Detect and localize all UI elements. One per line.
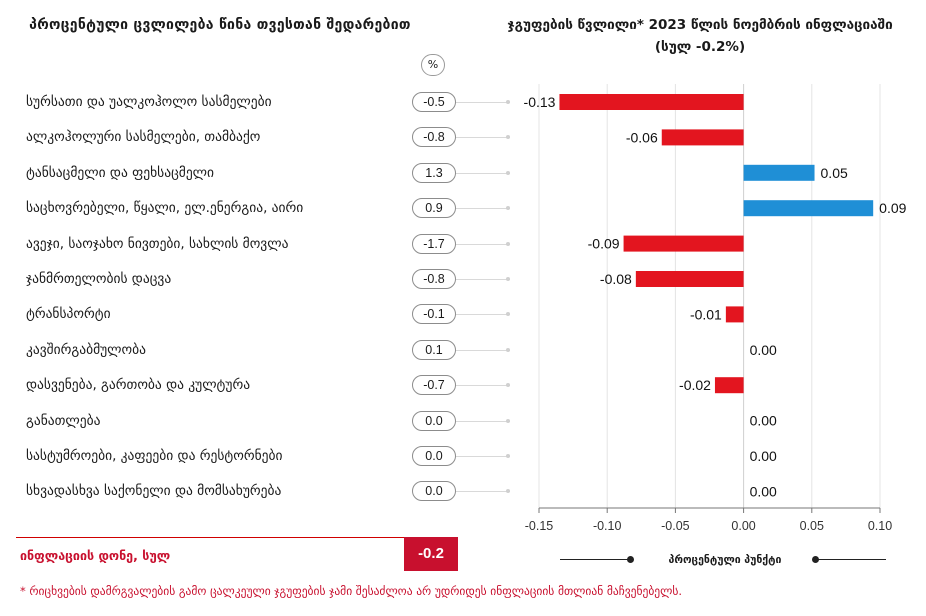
bar-value-label: -0.08 bbox=[600, 271, 632, 287]
category-label: განათლება bbox=[26, 412, 101, 429]
caption-line-right bbox=[816, 559, 886, 560]
left-panel-title: პროცენტული ცვლილება წინა თვესთან შედარებ… bbox=[29, 17, 411, 33]
percent-change-pill: 0.0 bbox=[412, 410, 456, 431]
contribution-bar bbox=[559, 94, 744, 110]
percent-change-pill: 0.9 bbox=[412, 198, 456, 219]
percent-change-pill: -0.5 bbox=[412, 92, 456, 112]
row-leader-line bbox=[456, 420, 510, 422]
row-leader-dot bbox=[506, 489, 510, 494]
x-tick-label: 0.00 bbox=[731, 519, 755, 533]
category-label: სასტუმროები, კაფეები და რესტორნები bbox=[26, 448, 283, 464]
chart-title: ჯგუფების წვლილი* 2023 წლის ნოემბრის ინფლ… bbox=[507, 17, 893, 55]
bar-value-label: -0.09 bbox=[588, 236, 620, 252]
row-leader-dot bbox=[506, 135, 510, 140]
row-leader-line bbox=[456, 208, 510, 210]
bar-value-label: -0.02 bbox=[679, 377, 711, 393]
x-axis-label: პროცენტული პუნქტი bbox=[668, 554, 782, 566]
category-label: ალკოჰოლური სასმელები, თამბაქო bbox=[26, 129, 261, 146]
row-leader-dot bbox=[506, 383, 510, 388]
contribution-bar bbox=[743, 200, 874, 217]
category-label: კავშირგაბმულობა bbox=[26, 341, 147, 358]
row-leader-line bbox=[456, 349, 510, 351]
row-leader-line bbox=[456, 314, 510, 316]
category-label: ავეჯი, საოჯახო ნივთები, სახლის მოვლა bbox=[26, 235, 289, 252]
caption-dot-right bbox=[812, 556, 819, 563]
contribution-bar bbox=[714, 377, 744, 394]
bar-value-label: 0.00 bbox=[750, 483, 777, 499]
row-leader-dot bbox=[506, 418, 510, 423]
footnote: * რიცხვების დამრგვალების გამო ცალკეული ჯ… bbox=[20, 584, 683, 598]
contribution-bar bbox=[661, 129, 744, 146]
category-label: ტრანსპორტი bbox=[26, 306, 111, 323]
row-leader-dot bbox=[506, 277, 510, 281]
total-inflation-label: ინფლაციის დონე, სულ bbox=[20, 548, 171, 563]
caption-line-left bbox=[560, 559, 630, 560]
bar-value-label: 0.09 bbox=[879, 200, 906, 216]
row-leader-line bbox=[456, 456, 510, 457]
bar-value-label: 0.00 bbox=[750, 448, 777, 464]
percent-change-pill: 0.0 bbox=[412, 446, 456, 466]
row-leader-line bbox=[456, 491, 510, 493]
x-tick-label: 0.10 bbox=[868, 519, 892, 533]
bar-value-label: 0.00 bbox=[750, 342, 777, 358]
percent-unit-badge: % bbox=[421, 54, 445, 76]
bar-value-label: 0.00 bbox=[750, 413, 777, 429]
percent-change-pill: 0.1 bbox=[412, 339, 456, 360]
row-leader-dot bbox=[506, 347, 510, 352]
bar-value-label: -0.01 bbox=[690, 306, 722, 322]
caption-dot-left bbox=[627, 556, 634, 563]
contribution-bar bbox=[743, 164, 815, 181]
percent-change-pill: -1.7 bbox=[412, 233, 456, 254]
percent-change-pill: 0.0 bbox=[412, 481, 456, 502]
row-leader-dot bbox=[506, 241, 510, 246]
total-inflation-value: -0.2 bbox=[404, 537, 458, 571]
category-label: სხვადასხვა საქონელი და მომსახურება bbox=[26, 483, 282, 500]
row-leader-line bbox=[456, 243, 510, 245]
x-tick-label: -0.10 bbox=[593, 519, 622, 533]
x-axis-caption: პროცენტული პუნქტი bbox=[560, 552, 886, 568]
row-leader-line bbox=[456, 385, 510, 387]
row-leader-dot bbox=[506, 312, 510, 317]
bar-value-label: -0.13 bbox=[524, 94, 556, 110]
footer-divider bbox=[16, 537, 454, 538]
percent-change-pill: -0.7 bbox=[412, 375, 456, 396]
row-leader-line bbox=[456, 172, 510, 174]
percent-change-pill: -0.1 bbox=[412, 304, 456, 325]
category-label: ტანსაცმელი და ფეხსაცმელი bbox=[26, 164, 215, 181]
row-leader-dot bbox=[506, 206, 510, 211]
x-tick-label: 0.05 bbox=[800, 519, 824, 533]
percent-change-pill: 1.3 bbox=[412, 162, 456, 183]
contribution-bar bbox=[635, 271, 744, 287]
percent-change-pill: -0.8 bbox=[412, 269, 456, 289]
row-leader-line bbox=[456, 102, 510, 103]
row-leader-line bbox=[456, 137, 510, 139]
row-leader-dot bbox=[506, 170, 510, 175]
contribution-bar bbox=[725, 306, 744, 323]
x-tick-label: -0.05 bbox=[661, 519, 690, 533]
row-leader-dot bbox=[506, 100, 510, 104]
percent-change-pill: -0.8 bbox=[412, 127, 456, 148]
category-label: სურსათი და უალკოჰოლო სასმელები bbox=[26, 94, 272, 110]
row-leader-line bbox=[456, 279, 510, 280]
bar-value-label: -0.06 bbox=[626, 129, 658, 145]
x-tick-label: -0.15 bbox=[525, 519, 554, 533]
category-label: საცხოვრებელი, წყალი, ელ.ენერგია, აირი bbox=[26, 200, 304, 217]
category-label: დასვენება, გართობა და კულტურა bbox=[26, 377, 251, 394]
category-label: ჯანმრთელობის დაცვა bbox=[26, 271, 172, 287]
bar-value-label: 0.05 bbox=[821, 165, 848, 181]
row-leader-dot bbox=[506, 454, 510, 458]
contribution-bar bbox=[623, 235, 744, 252]
